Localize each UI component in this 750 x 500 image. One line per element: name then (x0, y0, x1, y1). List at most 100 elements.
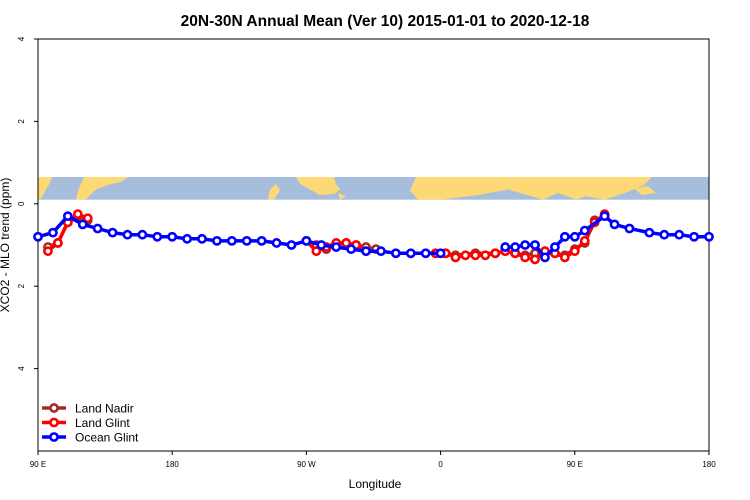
point-land-glint (311, 246, 322, 257)
point-ocean-glint (33, 231, 43, 242)
point-ocean-glint (316, 240, 327, 250)
point-land-glint (470, 250, 481, 261)
point-ocean-glint (152, 231, 163, 242)
map-land-3 (296, 177, 340, 196)
point-ocean-glint (62, 211, 73, 222)
point-ocean-glint (520, 240, 530, 250)
point-ocean-glint (420, 248, 431, 259)
y-tick-label: 4 (17, 36, 26, 41)
point-land-glint (520, 252, 530, 263)
y-axis: 4 2 0 2 4 (17, 36, 38, 371)
point-ocean-glint (540, 252, 550, 263)
legend-label: Land Glint (75, 416, 130, 430)
point-ocean-glint (92, 223, 103, 234)
point-ocean-glint (435, 248, 446, 259)
point-ocean-glint (331, 242, 342, 252)
point-ocean-glint (286, 240, 297, 250)
chart-title: 20N-30N Annual Mean (Ver 10) 2015-01-01 … (181, 13, 590, 30)
x-tick-label: 180 (702, 460, 716, 469)
map-land-7 (634, 186, 656, 196)
point-ocean-glint (609, 219, 620, 230)
point-ocean-glint (346, 244, 357, 255)
series-layer (33, 209, 714, 265)
point-ocean-glint (579, 225, 590, 236)
series-ocean-glint (33, 211, 714, 263)
legend-item-ocean-glint: Ocean Glint (42, 431, 139, 445)
point-ocean-glint (390, 248, 401, 259)
point-ocean-glint (599, 211, 610, 222)
legend-label: Land Nadir (75, 402, 134, 416)
map-land-5 (410, 177, 652, 200)
point-land-glint (559, 252, 570, 263)
point-ocean-glint (704, 231, 714, 242)
x-tick-label: 180 (166, 460, 180, 469)
legend-marker (49, 432, 59, 442)
point-ocean-glint (530, 240, 540, 250)
point-ocean-glint (644, 227, 655, 238)
legend-label: Ocean Glint (75, 431, 139, 445)
point-ocean-glint (197, 233, 207, 244)
plot-area (37, 38, 710, 452)
legend-item-land-nadir: Land Nadir (42, 402, 134, 416)
x-axis-label: Longitude (349, 477, 402, 491)
point-ocean-glint (256, 235, 267, 246)
x-tick-label: 90 E (567, 460, 583, 469)
point-land-glint (341, 238, 352, 248)
x-tick-label: 90 W (297, 460, 316, 469)
point-land-glint (450, 252, 461, 263)
y-tick-label: 4 (17, 366, 26, 371)
legend-marker (49, 403, 59, 413)
point-ocean-glint (674, 229, 685, 240)
map-land-6 (500, 179, 508, 185)
map-land-0 (38, 177, 52, 200)
point-ocean-glint (77, 219, 88, 230)
point-land-glint (72, 209, 83, 219)
point-ocean-glint (226, 235, 237, 246)
point-land-glint (490, 248, 501, 259)
point-ocean-glint (624, 223, 635, 234)
point-ocean-glint (689, 231, 699, 242)
point-ocean-glint (122, 229, 133, 240)
map-land-1 (76, 177, 128, 200)
point-land-glint (52, 238, 63, 248)
y-axis-label: XCO2 - MLO trend (ppm) (0, 178, 12, 313)
point-land-glint (579, 235, 590, 246)
point-ocean-glint (212, 235, 222, 246)
point-land-glint (569, 246, 580, 257)
point-ocean-glint (550, 242, 560, 252)
point-land-glint (82, 213, 93, 224)
point-ocean-glint (107, 227, 118, 238)
point-ocean-glint (137, 229, 148, 240)
point-ocean-glint (659, 229, 670, 240)
point-land-glint (43, 246, 53, 257)
x-axis: 90 E 180 90 W 0 90 E 180 (30, 451, 716, 469)
point-ocean-glint (48, 227, 58, 238)
x-tick-label: 90 E (30, 460, 46, 469)
point-ocean-glint (510, 242, 521, 252)
point-ocean-glint (271, 238, 282, 248)
map-land-4 (338, 192, 346, 200)
y-tick-label: 2 (17, 119, 26, 124)
y-tick-label: 0 (17, 201, 26, 206)
point-ocean-glint (569, 231, 580, 242)
legend-marker (49, 417, 59, 428)
point-ocean-glint (182, 233, 193, 244)
world-map-band (38, 177, 709, 200)
map-land-2 (268, 183, 280, 200)
point-land-glint (460, 250, 471, 261)
point-land-glint (530, 254, 540, 265)
point-ocean-glint (405, 248, 416, 259)
y-tick-label: 2 (17, 283, 26, 288)
point-land-glint (480, 250, 491, 261)
point-ocean-glint (167, 231, 178, 242)
point-ocean-glint (559, 231, 570, 242)
point-ocean-glint (361, 246, 371, 257)
x-tick-label: 0 (438, 460, 443, 469)
point-ocean-glint (241, 235, 252, 246)
point-ocean-glint (376, 246, 386, 257)
point-ocean-glint (301, 235, 312, 246)
point-ocean-glint (500, 242, 511, 252)
legend-item-land-glint: Land Glint (42, 416, 130, 430)
